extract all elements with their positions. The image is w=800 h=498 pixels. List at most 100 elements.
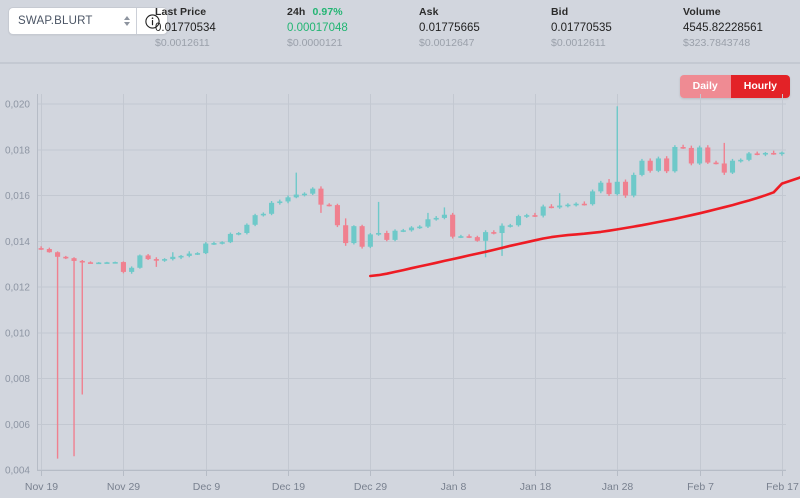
candle-body-up bbox=[540, 206, 546, 216]
candle-body-down bbox=[606, 182, 612, 195]
stat-label-text: Volume bbox=[683, 6, 721, 18]
stat-label-text: 24h bbox=[287, 6, 306, 18]
candle-body-down bbox=[71, 258, 77, 261]
info-circle-icon bbox=[144, 13, 160, 29]
x-axis-tick-label: Jan 8 bbox=[441, 481, 467, 493]
candle-body-up bbox=[779, 152, 785, 155]
stat-value: 0.01775665 bbox=[419, 22, 480, 34]
candle-body-up bbox=[170, 256, 176, 260]
candle-body-down bbox=[384, 233, 390, 240]
x-axis-tick-label: Dec 29 bbox=[354, 481, 387, 493]
candle-body-up bbox=[310, 188, 316, 194]
info-button[interactable] bbox=[137, 8, 167, 34]
candle-body-up bbox=[194, 253, 201, 255]
range-toggle: Daily Hourly bbox=[679, 75, 790, 98]
header-divider bbox=[0, 62, 800, 64]
candle-body-up bbox=[697, 147, 703, 164]
y-axis-tick-label: 0,008 bbox=[5, 374, 30, 385]
ticker-control-group: SWAP.BLURT bbox=[8, 7, 168, 35]
candle-body-up bbox=[178, 255, 184, 258]
candle-body-down bbox=[343, 225, 349, 244]
candle-body-up bbox=[639, 160, 645, 175]
candle-body-up bbox=[367, 234, 373, 247]
moving-average-line bbox=[368, 176, 800, 278]
candle-body-up bbox=[458, 236, 464, 238]
candle-body-up bbox=[129, 267, 135, 272]
candle-body-up bbox=[277, 201, 283, 204]
y-axis-tick-label: 0,020 bbox=[5, 100, 30, 111]
candle-body-up bbox=[112, 262, 118, 264]
candle-body-down bbox=[466, 236, 472, 238]
candle-body-up bbox=[211, 243, 217, 245]
candle-body-up bbox=[746, 153, 752, 160]
candle-body-down bbox=[688, 147, 694, 164]
candle-body-up bbox=[162, 259, 168, 261]
stat-label: Bid bbox=[551, 5, 683, 19]
x-axis-tick-label: Feb 17 bbox=[766, 481, 799, 493]
price-chart[interactable]: 0,020 0,018 0,016 0,014 0,012 0,010 0,008 0,006… bbox=[0, 66, 800, 498]
candle-body-down bbox=[664, 158, 670, 172]
stat-label-text: Ask bbox=[419, 6, 439, 18]
stat-bid: Bid 0.01770535 $0.0012611 bbox=[551, 5, 683, 50]
candle-body-up bbox=[137, 255, 143, 268]
range-button-daily[interactable]: Daily bbox=[679, 75, 731, 98]
candle-body-up bbox=[351, 226, 357, 244]
stat-subvalue: $0.0012647 bbox=[419, 37, 475, 49]
stat-last-price: Last Price 0.01770534 $0.0012611 bbox=[155, 5, 287, 50]
stat-subvalue: $323.7843748 bbox=[683, 37, 751, 49]
candle-body-down bbox=[705, 147, 711, 163]
candle-body-up bbox=[655, 158, 661, 171]
stat-percent-badge: 0.97% bbox=[312, 6, 343, 18]
y-axis-tick-label: 0,012 bbox=[5, 283, 30, 294]
candle-body-up bbox=[515, 216, 522, 226]
candle-body-up bbox=[598, 182, 604, 192]
candle-body-up bbox=[376, 233, 382, 235]
y-axis-tick-label: 0,016 bbox=[5, 191, 30, 202]
candle-body-down bbox=[713, 162, 719, 165]
stat-volume: Volume 4545.82228561 $323.7843748 bbox=[683, 5, 800, 50]
candle-body-up bbox=[417, 226, 423, 229]
candle-body-up bbox=[203, 243, 209, 254]
market-stats: Last Price 0.01770534 $0.0012611 24h 0.9… bbox=[155, 5, 800, 50]
candle-body-up bbox=[565, 204, 571, 207]
candle-body-up bbox=[590, 191, 596, 205]
candle-body-up bbox=[483, 232, 489, 241]
stat-label: Last Price bbox=[155, 5, 287, 19]
candle-body-up bbox=[293, 194, 299, 198]
candle-body-up bbox=[433, 217, 439, 220]
candle-body-up bbox=[236, 233, 242, 235]
candle-body-down bbox=[153, 259, 159, 261]
x-axis-tick-label: Dec 9 bbox=[193, 481, 221, 493]
stat-subvalue: $0.0000121 bbox=[287, 37, 343, 49]
candle-body-up bbox=[425, 219, 431, 227]
candle-body-up bbox=[104, 262, 110, 264]
candle-body-up bbox=[762, 152, 768, 155]
candle-body-down bbox=[532, 215, 538, 217]
candle-body-up bbox=[96, 262, 102, 265]
candle-body-down bbox=[474, 237, 480, 241]
y-axis-tick-label: 0,010 bbox=[5, 328, 30, 339]
stat-label: Ask bbox=[419, 5, 551, 19]
candle-body-up bbox=[441, 214, 447, 218]
x-axis-tick-label: Jan 18 bbox=[520, 481, 552, 493]
candle-body-down bbox=[721, 163, 727, 173]
x-axis-tick-label: Dec 19 bbox=[272, 481, 305, 493]
candle-body-down bbox=[754, 153, 760, 156]
stat-label-text: Last Price bbox=[155, 6, 207, 18]
candle-body-down bbox=[318, 188, 324, 205]
candle-body-down bbox=[548, 206, 554, 209]
y-axis-tick-label: 0,004 bbox=[5, 466, 30, 477]
candle-body-up bbox=[244, 224, 250, 234]
range-button-hourly[interactable]: Hourly bbox=[730, 75, 790, 98]
candle-body-down bbox=[334, 205, 340, 226]
candle-body-down bbox=[55, 252, 61, 257]
candle-body-down bbox=[581, 203, 587, 206]
ticker-select[interactable]: SWAP.BLURT bbox=[9, 8, 136, 34]
candle-body-up bbox=[400, 230, 406, 232]
stat-label-text: Bid bbox=[551, 6, 569, 18]
candle-body-down bbox=[359, 226, 365, 247]
stat-ask: Ask 0.01775665 $0.0012647 bbox=[419, 5, 551, 50]
stat-value: 4545.82228561 bbox=[683, 22, 763, 34]
candle-body-up bbox=[186, 253, 192, 256]
candle-body-up bbox=[227, 233, 233, 243]
